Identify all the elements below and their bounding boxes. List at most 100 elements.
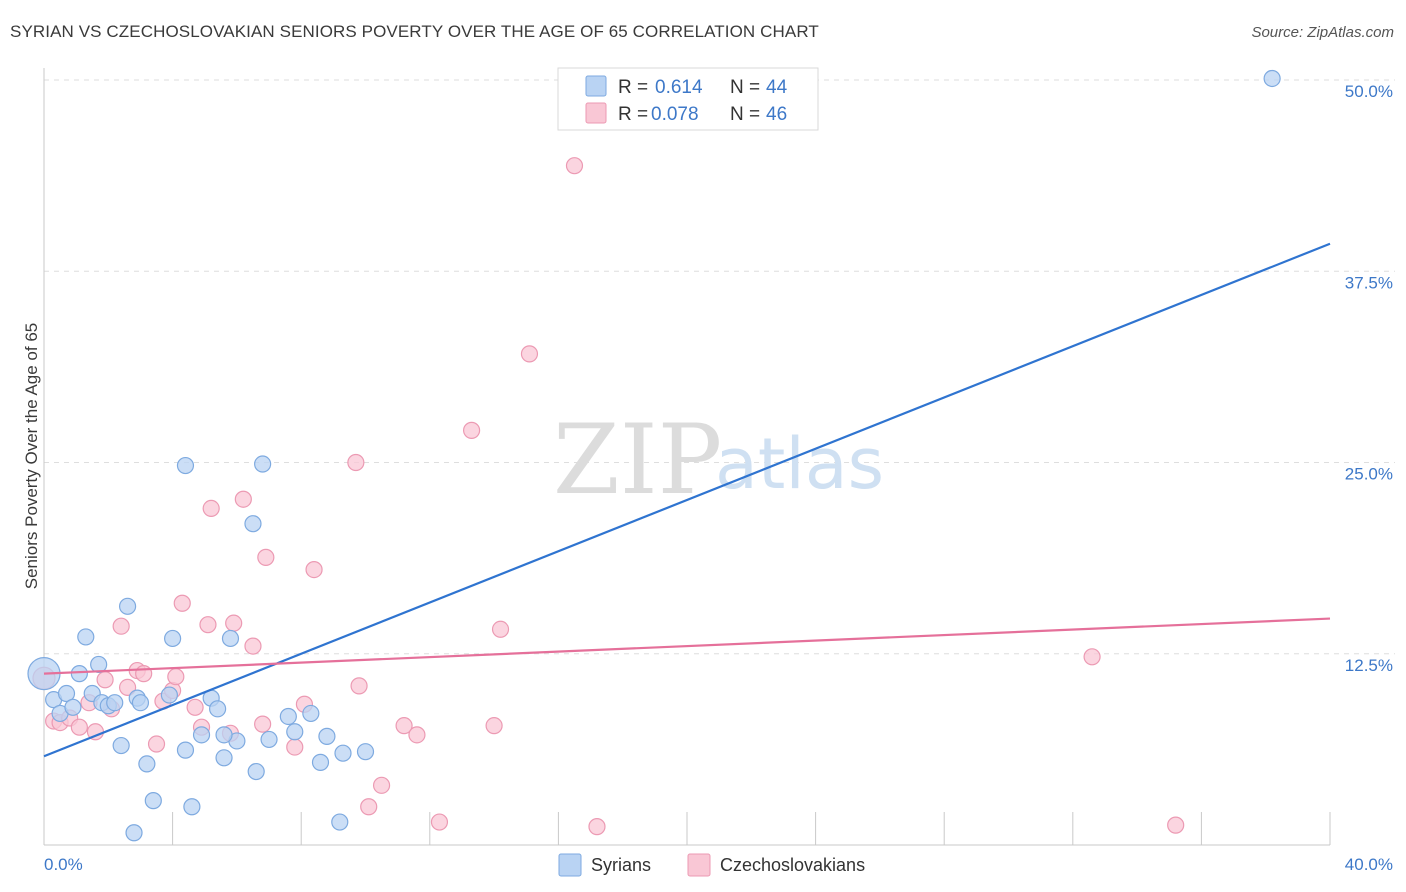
x-tick-label-1: 40.0% [1345,855,1393,874]
syrians-point-42 [215,726,233,744]
czech-r-value: 0.078 [651,104,699,125]
syrians-points [27,69,1281,842]
x-ticks [172,812,1331,845]
czech-point-35 [395,717,413,735]
czech-point-38 [462,421,481,439]
syrians-r-value: 0.614 [655,77,703,98]
czech-point-16 [167,668,185,686]
syrians-point-19 [164,629,182,648]
syrians-point-35 [311,753,330,771]
syrians-point-41 [131,694,150,712]
syrians-point-6 [77,628,95,646]
y-tick-label-3: 50.0% [1345,82,1393,101]
czech-point-40 [491,620,510,638]
syrians-point-14 [125,824,143,842]
czech-point-31 [347,453,365,472]
trend-lines [43,242,1331,758]
bottom-legend-czech-swatch [687,853,711,877]
y-tick-label-1: 25.0% [1345,465,1393,484]
syrians-r-label: R = [618,77,648,98]
czech-point-18 [186,698,204,716]
czech-point-17 [173,594,191,612]
x-tick-label-0: 0.0% [44,855,83,874]
syrians-point-32 [260,730,278,749]
czech-point-33 [360,798,378,816]
czech-point-21 [199,616,217,634]
syrians-point-36 [318,727,336,745]
czech-point-27 [257,548,275,566]
czech-point-24 [234,490,252,508]
x-tick-labels: 0.0% 40.0% [44,855,1393,874]
czech-point-9 [112,617,130,635]
syrians-point-29 [244,515,262,533]
syrians-point-25 [209,700,227,718]
syrians-point-11 [106,694,124,712]
czech-point-25 [244,637,262,655]
czech-point-43 [588,818,606,836]
czech-point-41 [520,345,539,363]
syrians-point-18 [160,686,178,704]
syrians-point-37 [331,813,349,831]
syrians-point-38 [334,744,352,762]
watermark: ZIP atlas [553,404,884,516]
czech-point-45 [1167,816,1185,834]
bottom-legend-syrians-label: Syrians [591,855,651,875]
czech-point-32 [350,677,368,695]
czechoslovakians-points [32,157,1185,836]
czech-legend-swatch [585,102,607,124]
syrians-point-34 [286,723,304,741]
czech-n-value: 46 [766,104,787,125]
czech-point-28 [286,738,304,756]
czech-point-30 [305,560,323,579]
y-tick-label-2: 37.5% [1345,273,1393,292]
y-axis-title: Seniors Poverty Over the Age of 65 [22,323,41,589]
watermark-atlas: atlas [715,423,884,505]
syrians-point-8 [90,655,108,674]
y-tick-labels: 12.5% 25.0% 37.5% 50.0% [1345,82,1393,675]
czech-point-7 [96,671,114,689]
czech-point-4 [70,718,88,736]
czech-point-13 [147,735,166,753]
bottom-legend-czech-label: Czechoslovakians [720,855,865,875]
czech-point-42 [565,157,584,175]
syrians-point-27 [221,629,240,648]
czech-point-26 [254,715,272,733]
syrians-trend-line [43,242,1331,758]
gridlines [44,79,1395,655]
syrians-point-16 [138,755,156,773]
czech-point-39 [485,717,503,735]
syrians-point-20 [176,741,195,759]
syrians-point-13 [118,597,137,615]
syrians-point-39 [356,743,375,761]
syrians-point-17 [144,792,162,810]
czech-point-34 [372,776,391,794]
syrians-point-4 [64,698,82,716]
syrians-point-40 [302,704,320,723]
syrians-point-30 [247,762,265,781]
syrians-n-value: 44 [766,77,788,98]
czech-point-20 [202,499,220,517]
czech-point-23 [225,614,243,632]
czech-point-36 [408,726,426,744]
watermark-zip: ZIP [553,404,722,516]
syrians-point-33 [279,707,297,726]
y-tick-label-0: 12.5% [1345,656,1393,675]
bottom-legend: Syrians Czechoslovakians [558,853,865,877]
syrians-legend-swatch [585,75,607,97]
syrians-point-26 [215,749,233,767]
syrians-point-22 [176,456,195,475]
syrians-point-5 [70,665,88,683]
source-label: Source: ZipAtlas.com [1251,24,1394,41]
syrians-point-12 [112,736,130,755]
czech-point-37 [430,813,449,831]
czech-trend-line [43,617,1331,675]
czech-n-label: N = [730,104,760,125]
syrians-n-label: N = [730,77,760,98]
syrians-point-31 [254,455,272,473]
syrians-point-23 [192,726,211,744]
czech-point-44 [1083,648,1101,666]
czech-point-10 [118,678,137,697]
syrians-point-43 [1263,69,1281,88]
stats-legend: R = 0.614 N = 44 R = 0.078 N = 46 [557,67,819,131]
